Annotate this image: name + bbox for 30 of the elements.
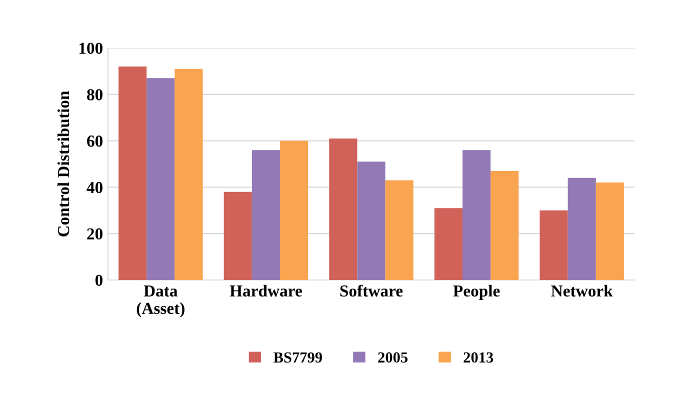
legend-label: 2013 [464, 352, 494, 363]
bar [434, 208, 463, 280]
bar [329, 138, 358, 280]
y-tick-label: 0 [95, 274, 103, 286]
bar [118, 66, 147, 280]
bar [596, 182, 624, 280]
bar [224, 192, 252, 280]
y-tick-label: 40 [86, 182, 103, 194]
y-axis-title: Control Distribution [57, 91, 70, 236]
y-tick-label: 60 [87, 136, 103, 147]
bar [462, 150, 491, 280]
bar [280, 140, 308, 280]
x-tick-label: Data (Asset) [136, 286, 184, 318]
bar [357, 162, 386, 280]
y-tick-label: 80 [87, 89, 103, 100]
legend-label: 2005 [378, 352, 408, 363]
bar [540, 210, 568, 280]
x-tick-label: Hardware [230, 284, 302, 297]
legend-label: BS7799 [274, 352, 322, 363]
bar [385, 180, 414, 280]
y-tick-label: 20 [87, 228, 103, 240]
bar [174, 68, 203, 280]
x-tick-label: People [453, 284, 500, 300]
y-tick-label: 100 [79, 42, 103, 54]
bar [252, 150, 280, 280]
x-tick-label: Software [340, 284, 403, 297]
bar [490, 170, 519, 280]
x-tick-label: Network [551, 284, 613, 297]
bar [568, 178, 596, 280]
bar [146, 78, 175, 280]
